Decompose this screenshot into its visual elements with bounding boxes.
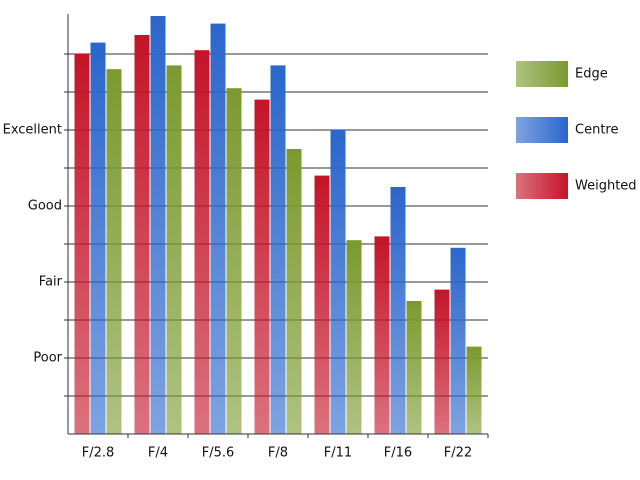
legend-label: Weighted <box>575 179 637 194</box>
bar <box>314 175 330 434</box>
bar <box>150 16 166 434</box>
x-tick-label: F/4 <box>148 446 168 461</box>
bar <box>390 187 406 434</box>
legend-label: Edge <box>575 67 608 82</box>
y-tick-label: Excellent <box>3 123 62 138</box>
legend-swatch <box>516 173 568 199</box>
bar <box>254 99 270 434</box>
y-tick-label: Fair <box>39 275 63 290</box>
bar <box>466 346 482 434</box>
bar <box>166 65 182 435</box>
bar <box>270 65 286 435</box>
bar <box>346 240 362 434</box>
bar <box>194 50 210 434</box>
bar <box>106 69 122 434</box>
x-tick-label: F/11 <box>324 446 352 461</box>
x-tick-label: F/8 <box>268 446 288 461</box>
x-tick-label: F/5.6 <box>202 446 235 461</box>
bar <box>374 236 390 434</box>
x-tick-label: F/2.8 <box>82 446 115 461</box>
bar <box>330 130 346 434</box>
legend-swatch <box>516 117 568 143</box>
bar <box>90 42 106 434</box>
bar <box>226 88 242 434</box>
bar <box>406 301 422 434</box>
x-tick-label: F/22 <box>444 446 472 461</box>
bar <box>210 23 226 434</box>
legend-label: Centre <box>575 123 618 138</box>
bar <box>134 35 150 434</box>
y-tick-label: Poor <box>33 351 62 366</box>
bar <box>450 247 466 434</box>
bar <box>74 54 90 434</box>
bar <box>286 149 302 434</box>
y-tick-label: Good <box>28 199 62 214</box>
bar <box>434 289 450 434</box>
legend-swatch <box>516 61 568 87</box>
x-tick-label: F/16 <box>384 446 412 461</box>
